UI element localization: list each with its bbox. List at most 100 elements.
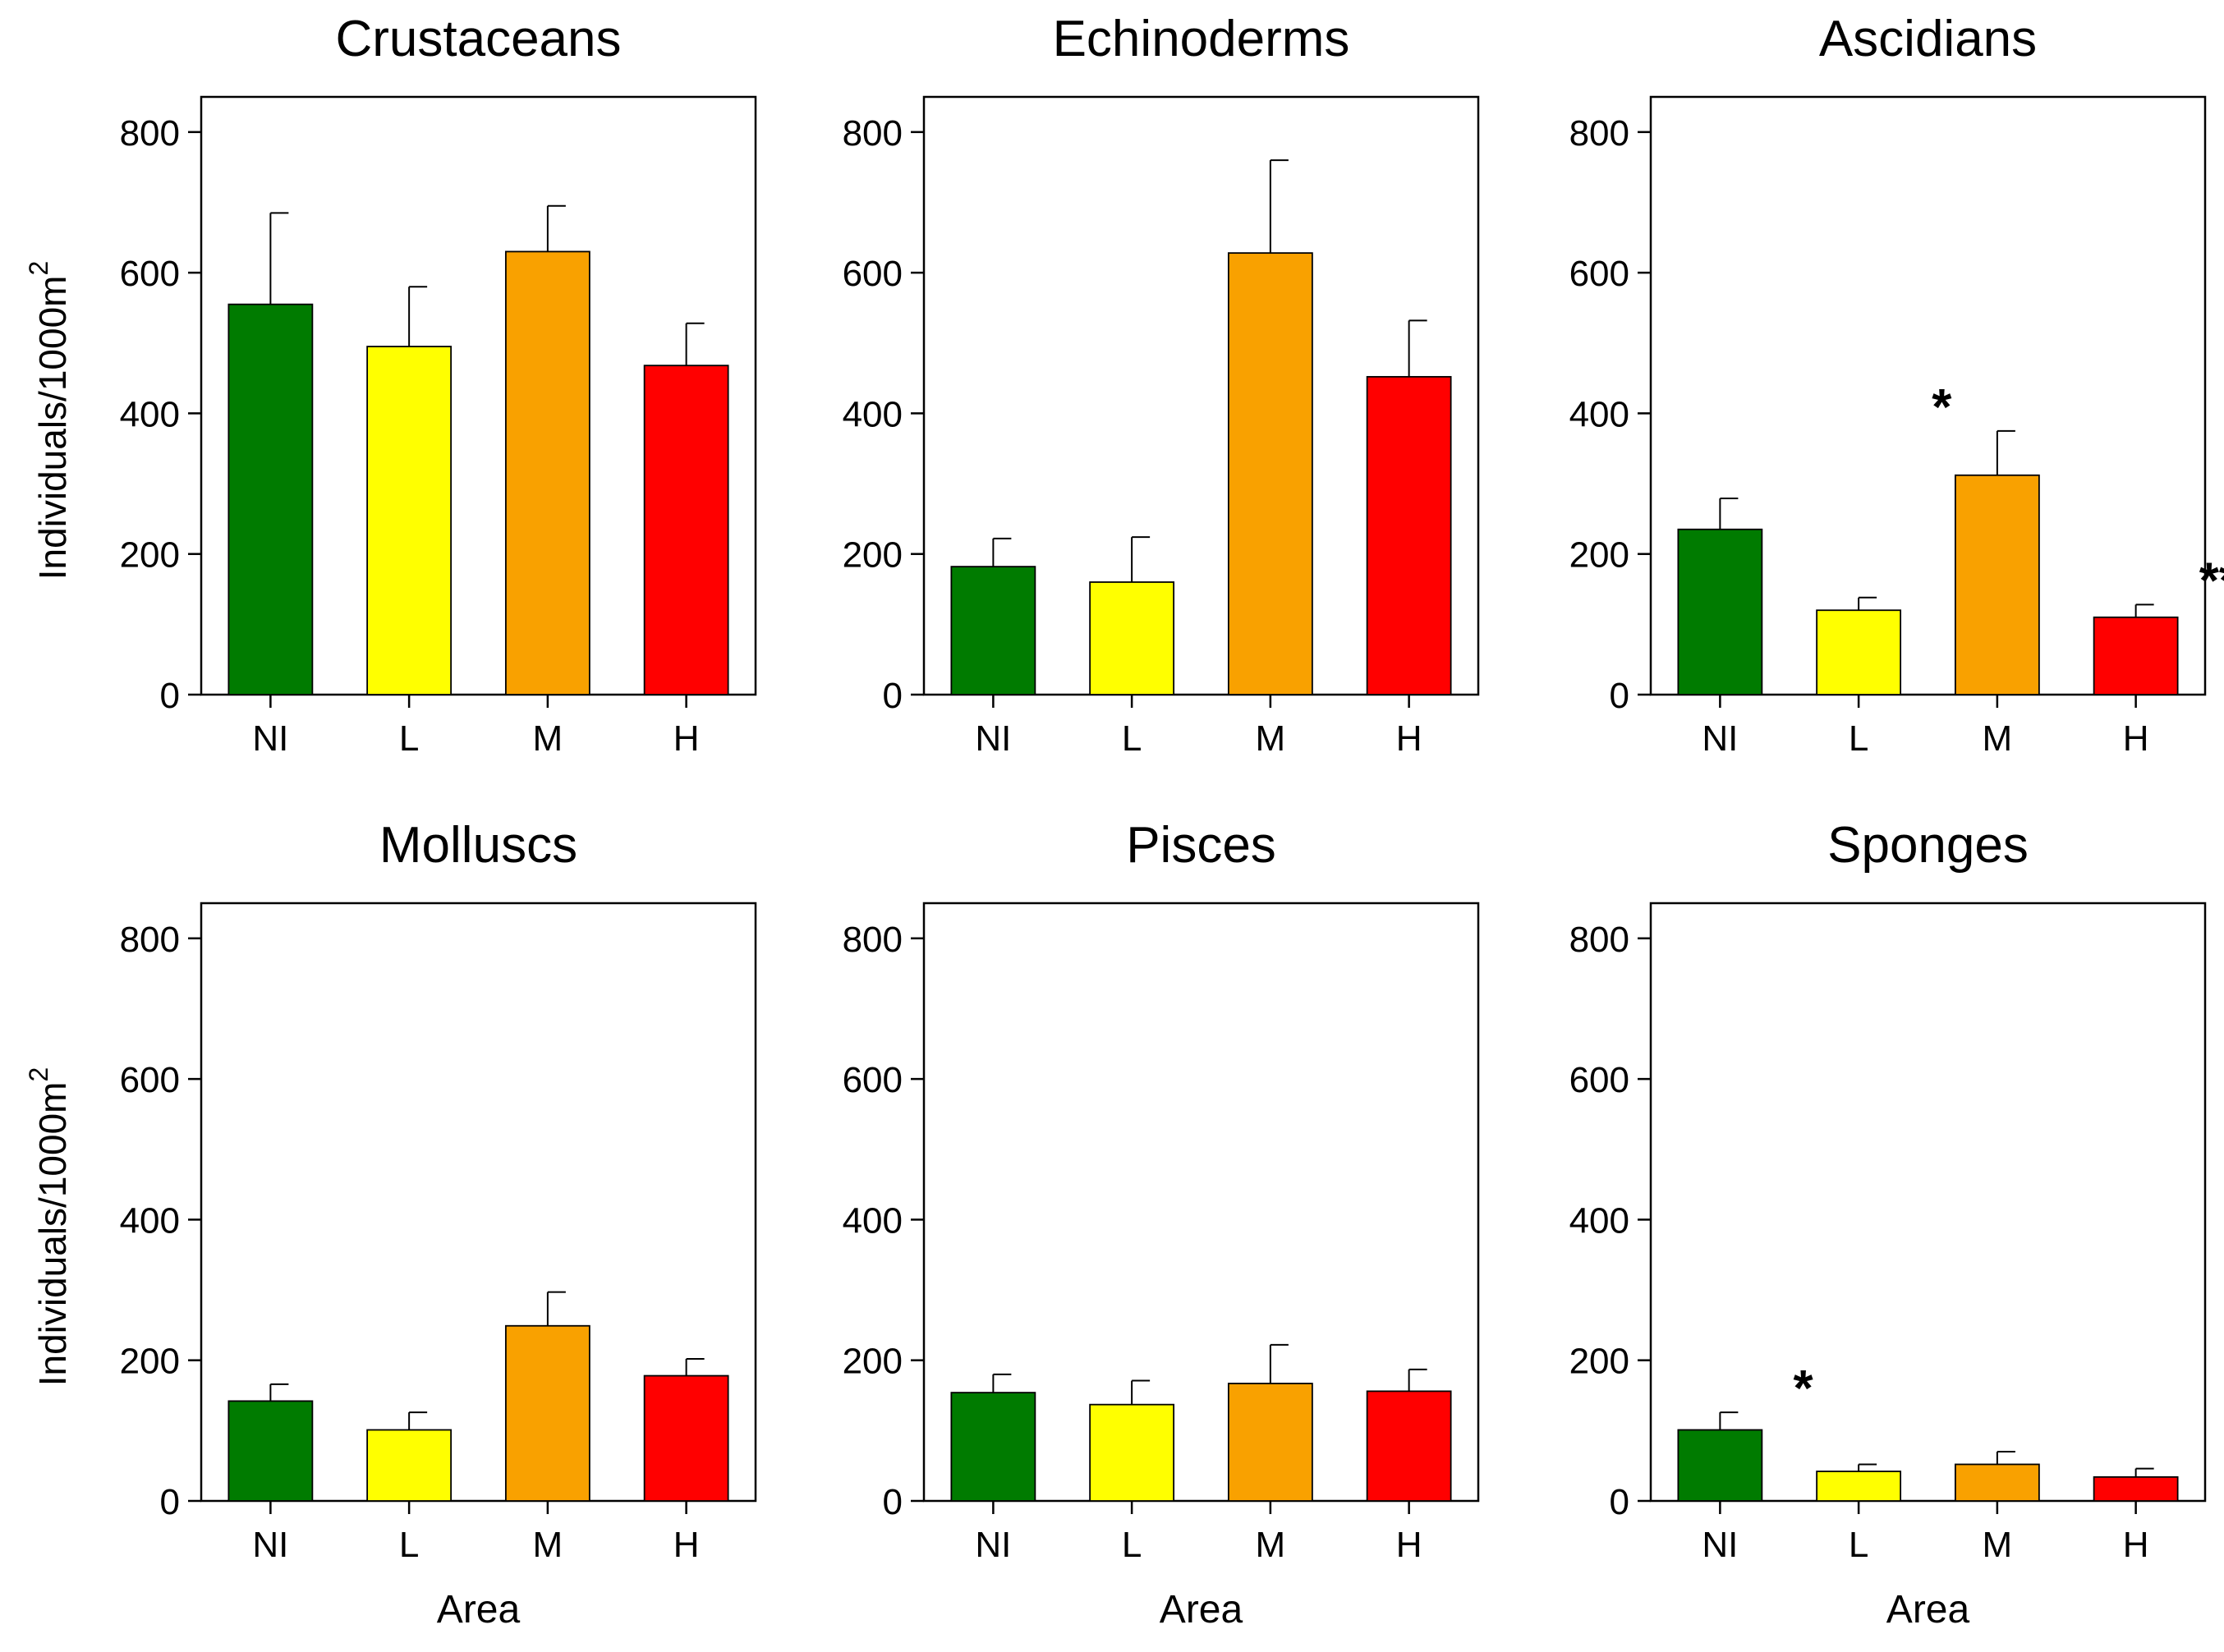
bar-l xyxy=(366,1429,453,1502)
panel-echinoderms: Echinoderms 0 200 400 600 800 NI L M H xyxy=(843,11,1480,759)
panel-sponges: Sponges 0 200 400 600 800 NI * L M H Area xyxy=(1569,817,2207,1631)
bar-ni xyxy=(227,303,314,695)
y-tick-label: 0 xyxy=(160,676,180,716)
x-tick-label: NI xyxy=(975,718,1011,759)
y-tick-label: 200 xyxy=(120,1342,180,1382)
bar-l xyxy=(1089,581,1175,695)
panel-pisces: Pisces 0 200 400 600 800 NI L M H Area xyxy=(843,817,1480,1631)
bar-h xyxy=(643,365,729,695)
panel-molluscs: Molluscs 0 200 400 600 800 NI L M H Area Individual… xyxy=(24,817,757,1631)
panel-title: Pisces xyxy=(1126,817,1276,874)
x-tick-label: M xyxy=(1256,1525,1286,1565)
x-tick-label: L xyxy=(1849,718,1868,759)
x-axis-label: Area xyxy=(1886,1588,1970,1631)
y-tick-label: 800 xyxy=(120,113,180,154)
x-tick-label: L xyxy=(1122,718,1142,759)
x-tick-label: H xyxy=(1396,1525,1422,1565)
bar-h xyxy=(2093,1475,2179,1502)
y-tick-label: 200 xyxy=(843,1342,903,1382)
x-tick-label: H xyxy=(2123,718,2149,759)
bar-l xyxy=(1816,1471,1902,1502)
x-tick-label: L xyxy=(1849,1525,1868,1565)
bar-m xyxy=(1227,1383,1313,1502)
bar-ni xyxy=(950,1392,1036,1502)
x-tick-label: H xyxy=(673,1525,700,1565)
y-axis-label: Individuals/1000m2 xyxy=(24,261,74,580)
x-tick-label: NI xyxy=(252,1525,288,1565)
x-tick-label: H xyxy=(2123,1525,2149,1565)
y-tick-label: 0 xyxy=(883,676,903,716)
y-tick-label: 600 xyxy=(843,1060,903,1100)
plot-frame xyxy=(1649,95,2207,696)
plot-frame xyxy=(200,95,757,696)
y-tick-label: 800 xyxy=(1569,113,1629,154)
panel-title: Crustaceans xyxy=(335,11,621,67)
y-tick-label: 200 xyxy=(1569,535,1629,576)
plot-frame xyxy=(922,902,1480,1503)
y-tick-label: 200 xyxy=(843,535,903,576)
bar-h xyxy=(2093,616,2179,695)
x-tick-label: H xyxy=(1396,718,1422,759)
y-tick-label: 0 xyxy=(883,1482,903,1522)
x-tick-label: NI xyxy=(1702,1525,1738,1565)
y-tick-label: 600 xyxy=(843,254,903,294)
y-tick-label: 0 xyxy=(160,1482,180,1522)
panel-title: Echinoderms xyxy=(1053,11,1350,67)
y-tick-label: 600 xyxy=(1569,1060,1629,1100)
y-tick-label: 600 xyxy=(120,254,180,294)
plot-frame xyxy=(200,902,757,1503)
y-tick-label: 200 xyxy=(120,535,180,576)
plot-frame xyxy=(922,95,1480,696)
x-tick-label: M xyxy=(533,1525,563,1565)
y-tick-label: 0 xyxy=(1610,1482,1629,1522)
significance-marker: * xyxy=(1932,379,1952,436)
y-tick-label: 800 xyxy=(1569,920,1629,960)
bar-m xyxy=(1954,474,2040,695)
bar-l xyxy=(1816,609,1902,695)
x-tick-label: M xyxy=(533,718,563,759)
y-tick-label: 400 xyxy=(843,1200,903,1241)
bar-ni xyxy=(1677,1429,1763,1502)
y-tick-label: 400 xyxy=(1569,394,1629,434)
y-tick-label: 400 xyxy=(120,1200,180,1241)
x-axis-label: Area xyxy=(437,1588,521,1631)
x-tick-label: NI xyxy=(1702,718,1738,759)
panel-crustaceans: Crustaceans 0 200 400 600 800 NI L M H Individuals… xyxy=(24,11,757,759)
bar-m xyxy=(1954,1463,2040,1502)
x-tick-label: H xyxy=(673,718,700,759)
bar-m xyxy=(504,250,590,695)
y-tick-label: 600 xyxy=(120,1060,180,1100)
significance-marker: * xyxy=(1794,1361,1814,1417)
y-tick-label: 400 xyxy=(843,394,903,434)
panel-title: Sponges xyxy=(1827,817,2029,874)
y-tick-label: 800 xyxy=(843,113,903,154)
x-tick-label: M xyxy=(1983,718,2013,759)
bar-m xyxy=(1227,252,1313,695)
bar-l xyxy=(366,346,453,695)
panel-title: Ascidians xyxy=(1819,11,2037,67)
x-tick-label: L xyxy=(399,718,419,759)
x-tick-label: NI xyxy=(252,718,288,759)
bar-l xyxy=(1089,1403,1175,1502)
x-axis-label: Area xyxy=(1160,1588,1243,1631)
x-tick-label: NI xyxy=(975,1525,1011,1565)
y-tick-label: 600 xyxy=(1569,254,1629,294)
bar-ni xyxy=(1677,528,1763,695)
y-tick-label: 0 xyxy=(1610,676,1629,716)
y-tick-label: 400 xyxy=(120,394,180,434)
panel-ascidians: Ascidians 0 200 400 600 800 NI L * M H ** xyxy=(1569,11,2224,759)
bar-h xyxy=(643,1374,729,1502)
bar-ni xyxy=(950,566,1036,695)
panel-title: Molluscs xyxy=(379,817,577,874)
y-axis-label: Individuals/1000m2 xyxy=(24,1067,74,1387)
y-tick-label: 800 xyxy=(120,920,180,960)
bar-h xyxy=(1366,1390,1452,1502)
x-tick-label: M xyxy=(1256,718,1286,759)
y-tick-label: 400 xyxy=(1569,1200,1629,1241)
bar-h xyxy=(1366,375,1452,695)
y-tick-label: 200 xyxy=(1569,1342,1629,1382)
x-tick-label: L xyxy=(1122,1525,1142,1565)
bar-ni xyxy=(227,1400,314,1502)
x-tick-label: L xyxy=(399,1525,419,1565)
